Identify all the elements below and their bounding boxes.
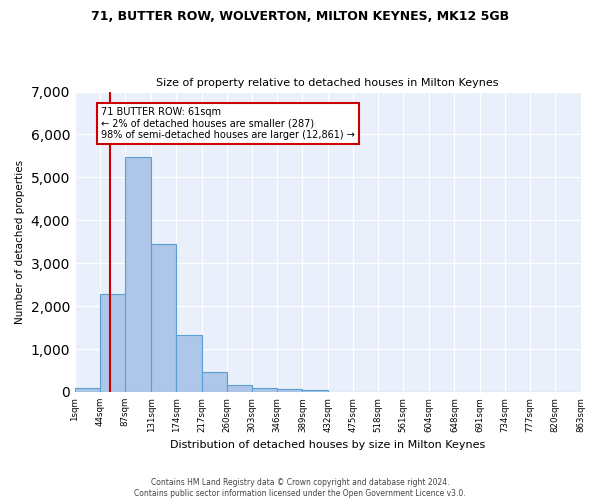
Bar	[277, 390, 302, 392]
Text: Contains HM Land Registry data © Crown copyright and database right 2024.
Contai: Contains HM Land Registry data © Crown c…	[134, 478, 466, 498]
Bar	[100, 294, 125, 392]
Bar	[302, 390, 328, 392]
X-axis label: Distribution of detached houses by size in Milton Keynes: Distribution of detached houses by size …	[170, 440, 485, 450]
Y-axis label: Number of detached properties: Number of detached properties	[15, 160, 25, 324]
Title: Size of property relative to detached houses in Milton Keynes: Size of property relative to detached ho…	[157, 78, 499, 88]
Text: 71 BUTTER ROW: 61sqm
← 2% of detached houses are smaller (287)
98% of semi-detac: 71 BUTTER ROW: 61sqm ← 2% of detached ho…	[101, 106, 355, 140]
Text: 71, BUTTER ROW, WOLVERTON, MILTON KEYNES, MK12 5GB: 71, BUTTER ROW, WOLVERTON, MILTON KEYNES…	[91, 10, 509, 23]
Bar	[227, 385, 252, 392]
Bar	[151, 244, 176, 392]
Bar	[252, 388, 277, 392]
Bar	[176, 336, 202, 392]
Bar	[75, 388, 100, 392]
Bar	[202, 372, 227, 392]
Bar	[125, 157, 151, 392]
